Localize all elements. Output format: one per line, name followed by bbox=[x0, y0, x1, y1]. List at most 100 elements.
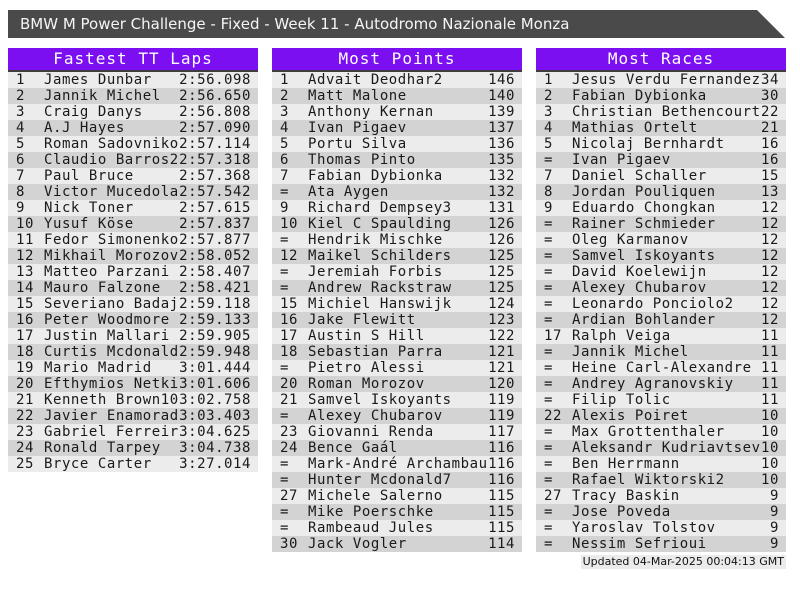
value-cell: 116 bbox=[488, 456, 515, 472]
table-row: = Rafael Wiktorski2 10 bbox=[536, 472, 786, 488]
rank-cell: 27 bbox=[280, 488, 298, 504]
value-cell: 11 bbox=[761, 392, 779, 408]
value-cell: 12 bbox=[761, 216, 779, 232]
table-row: 30 Jack Vogler 114 bbox=[272, 536, 522, 552]
name-cell: Rainer Schmieder bbox=[572, 216, 716, 232]
rank-cell: 23 bbox=[280, 424, 298, 440]
name-cell: Jake Flewitt bbox=[308, 312, 416, 328]
value-cell: 11 bbox=[761, 376, 779, 392]
table-row: 7 Daniel Schaller 15 bbox=[536, 168, 786, 184]
value-cell: 126 bbox=[488, 216, 515, 232]
table-row: = Jannik Michel 11 bbox=[536, 344, 786, 360]
value-cell: 120 bbox=[488, 376, 515, 392]
table-row: 24 Ronald Tarpey 3:04.738 bbox=[8, 440, 258, 456]
value-cell: 9 bbox=[770, 504, 779, 520]
name-cell: Rambeaud Jules bbox=[308, 520, 434, 536]
value-cell: 12 bbox=[761, 312, 779, 328]
rank-cell: = bbox=[280, 472, 289, 488]
name-cell: Justin Mallari bbox=[44, 328, 170, 344]
value-cell: 2:58.421 bbox=[179, 280, 251, 296]
name-cell: David Koelewijn bbox=[572, 264, 707, 280]
rank-cell: = bbox=[544, 392, 553, 408]
value-cell: 115 bbox=[488, 488, 515, 504]
table-row: 6 Claudio Barros2 2:57.318 bbox=[8, 152, 258, 168]
value-cell: 2:59.905 bbox=[179, 328, 251, 344]
table-row: 5 Portu Silva 136 bbox=[272, 136, 522, 152]
rank-cell: 15 bbox=[16, 296, 34, 312]
table-row: 5 Nicolaj Bernhardt 16 bbox=[536, 136, 786, 152]
value-cell: 131 bbox=[488, 200, 515, 216]
name-cell: Max Grottenthaler bbox=[572, 424, 725, 440]
name-cell: Michiel Hanswijk bbox=[308, 296, 452, 312]
rank-cell: 16 bbox=[16, 312, 34, 328]
table-row: 2 Jannik Michel 2:56.650 bbox=[8, 88, 258, 104]
value-cell: 119 bbox=[488, 408, 515, 424]
rank-cell: = bbox=[544, 312, 553, 328]
name-cell: Portu Silva bbox=[308, 136, 407, 152]
value-cell: 125 bbox=[488, 248, 515, 264]
name-cell: Bryce Carter bbox=[44, 456, 152, 472]
table-row: 18 Sebastian Parra 121 bbox=[272, 344, 522, 360]
value-cell: 117 bbox=[488, 424, 515, 440]
rank-cell: = bbox=[544, 232, 553, 248]
value-cell: 10 bbox=[761, 408, 779, 424]
leaderboard-most-points: Most Points 1 Advait Deodhar2 146 2 Matt Mal… bbox=[272, 48, 522, 552]
table-row: 17 Austin S Hill 122 bbox=[272, 328, 522, 344]
name-cell: Hunter Mcdonald7 bbox=[308, 472, 452, 488]
name-cell: Ronald Tarpey bbox=[44, 440, 161, 456]
name-cell: Victor Mucedola bbox=[44, 184, 179, 200]
value-cell: 2:58.052 bbox=[179, 248, 251, 264]
table-row: = Rambeaud Jules 115 bbox=[272, 520, 522, 536]
table-row: 1 Jesus Verdu Fernandez 34 bbox=[536, 72, 786, 88]
leaderboard-rows: 1 Jesus Verdu Fernandez 34 2 Fabian Dybionka… bbox=[536, 72, 786, 552]
table-row: 23 Gabriel Ferreira143:04.625 bbox=[8, 424, 258, 440]
rank-cell: 30 bbox=[280, 536, 298, 552]
name-cell: Nicolaj Bernhardt bbox=[572, 136, 725, 152]
table-row: 21 Samvel Iskoyants 119 bbox=[272, 392, 522, 408]
table-row: 12 Mikhail Morozov 2:58.052 bbox=[8, 248, 258, 264]
name-cell: Christian Bethencourt bbox=[572, 104, 761, 120]
value-cell: 119 bbox=[488, 392, 515, 408]
value-cell: 10 bbox=[761, 472, 779, 488]
table-row: 17 Ralph Veiga 11 bbox=[536, 328, 786, 344]
table-row: 16 Peter Woodmore 2:59.133 bbox=[8, 312, 258, 328]
rank-cell: 19 bbox=[16, 360, 34, 376]
value-cell: 139 bbox=[488, 104, 515, 120]
rank-cell: 4 bbox=[280, 120, 289, 136]
name-cell: Maikel Schilders bbox=[308, 248, 452, 264]
value-cell: 12 bbox=[761, 264, 779, 280]
rank-cell: 18 bbox=[16, 344, 34, 360]
value-cell: 12 bbox=[761, 232, 779, 248]
rank-cell: 17 bbox=[544, 328, 562, 344]
table-row: 5 Roman Sadovnikov 2:57.114 bbox=[8, 136, 258, 152]
rank-cell: 14 bbox=[16, 280, 34, 296]
rank-cell: 3 bbox=[16, 104, 25, 120]
table-row: = Yaroslav Tolstov 9 bbox=[536, 520, 786, 536]
leaderboard-rows: 1 James Dunbar 2:56.098 2 Jannik Michel 2:56.… bbox=[8, 72, 258, 472]
rank-cell: 21 bbox=[16, 392, 34, 408]
name-cell: Matt Malone bbox=[308, 88, 407, 104]
table-row: 1 James Dunbar 2:56.098 bbox=[8, 72, 258, 88]
name-cell: Sebastian Parra bbox=[308, 344, 443, 360]
value-cell: 3:04.738 bbox=[179, 440, 251, 456]
name-cell: Jesus Verdu Fernandez bbox=[572, 72, 761, 88]
table-row: 18 Curtis Mcdonald 2:59.948 bbox=[8, 344, 258, 360]
value-cell: 114 bbox=[488, 536, 515, 552]
table-row: 4 Mathias Ortelt 21 bbox=[536, 120, 786, 136]
value-cell: 22 bbox=[761, 104, 779, 120]
rank-cell: = bbox=[544, 360, 553, 376]
rank-cell: 3 bbox=[280, 104, 289, 120]
rank-cell: = bbox=[544, 376, 553, 392]
value-cell: 115 bbox=[488, 520, 515, 536]
leaderboard-rows: 1 Advait Deodhar2 146 2 Matt Malone 140 3 Antho… bbox=[272, 72, 522, 552]
rank-cell: 3 bbox=[544, 104, 553, 120]
value-cell: 2:57.542 bbox=[179, 184, 251, 200]
name-cell: Jannik Michel bbox=[572, 344, 689, 360]
table-row: 4 Ivan Pigaev 137 bbox=[272, 120, 522, 136]
value-cell: 3:02.758 bbox=[179, 392, 251, 408]
table-row: = Ardian Bohlander 12 bbox=[536, 312, 786, 328]
value-cell: 125 bbox=[488, 264, 515, 280]
value-cell: 11 bbox=[761, 344, 779, 360]
value-cell: 21 bbox=[761, 120, 779, 136]
table-row: 15 Severiano Badajoz2:59.118 bbox=[8, 296, 258, 312]
